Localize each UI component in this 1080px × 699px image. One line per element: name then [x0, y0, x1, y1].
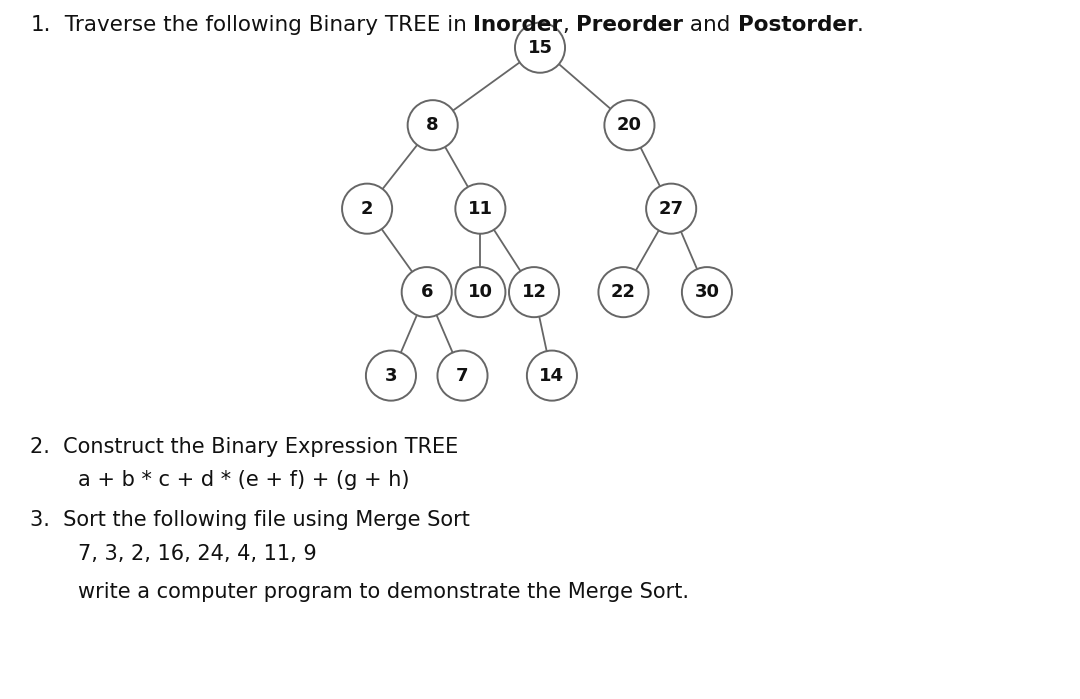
Text: 12: 12	[522, 283, 546, 301]
Circle shape	[342, 184, 392, 233]
Text: 7: 7	[456, 366, 469, 384]
Text: 11: 11	[468, 200, 492, 217]
Text: 27: 27	[659, 200, 684, 217]
Circle shape	[527, 351, 577, 401]
Text: 2: 2	[361, 200, 374, 217]
Text: 1.: 1.	[30, 15, 51, 36]
Circle shape	[366, 351, 416, 401]
Circle shape	[456, 184, 505, 233]
Text: 22: 22	[611, 283, 636, 301]
Circle shape	[437, 351, 487, 401]
Text: 14: 14	[539, 366, 565, 384]
Text: 2.  Construct the Binary Expression TREE: 2. Construct the Binary Expression TREE	[30, 437, 459, 457]
Text: 10: 10	[468, 283, 492, 301]
Circle shape	[598, 267, 648, 317]
Text: 20: 20	[617, 116, 642, 134]
Circle shape	[605, 100, 654, 150]
Text: Postorder: Postorder	[738, 15, 858, 36]
Circle shape	[646, 184, 697, 233]
Circle shape	[456, 267, 505, 317]
Circle shape	[681, 267, 732, 317]
Circle shape	[515, 22, 565, 73]
Text: 7, 3, 2, 16, 24, 4, 11, 9: 7, 3, 2, 16, 24, 4, 11, 9	[78, 544, 316, 564]
Text: 3: 3	[384, 366, 397, 384]
Text: 8: 8	[427, 116, 438, 134]
Text: 30: 30	[694, 283, 719, 301]
Text: .: .	[858, 15, 864, 36]
Text: Preorder: Preorder	[577, 15, 684, 36]
Circle shape	[509, 267, 559, 317]
Circle shape	[402, 267, 451, 317]
Text: 6: 6	[420, 283, 433, 301]
Circle shape	[407, 100, 458, 150]
Text: Inorder: Inorder	[473, 15, 563, 36]
Text: Traverse the following Binary TREE in: Traverse the following Binary TREE in	[51, 15, 473, 36]
Text: a + b * c + d * (e + f) + (g + h): a + b * c + d * (e + f) + (g + h)	[78, 470, 409, 490]
Text: write a computer program to demonstrate the Merge Sort.: write a computer program to demonstrate …	[78, 582, 689, 602]
Text: 3.  Sort the following file using Merge Sort: 3. Sort the following file using Merge S…	[30, 510, 470, 531]
Text: ,: ,	[563, 15, 577, 36]
Text: 15: 15	[527, 38, 553, 57]
Text: and: and	[684, 15, 738, 36]
